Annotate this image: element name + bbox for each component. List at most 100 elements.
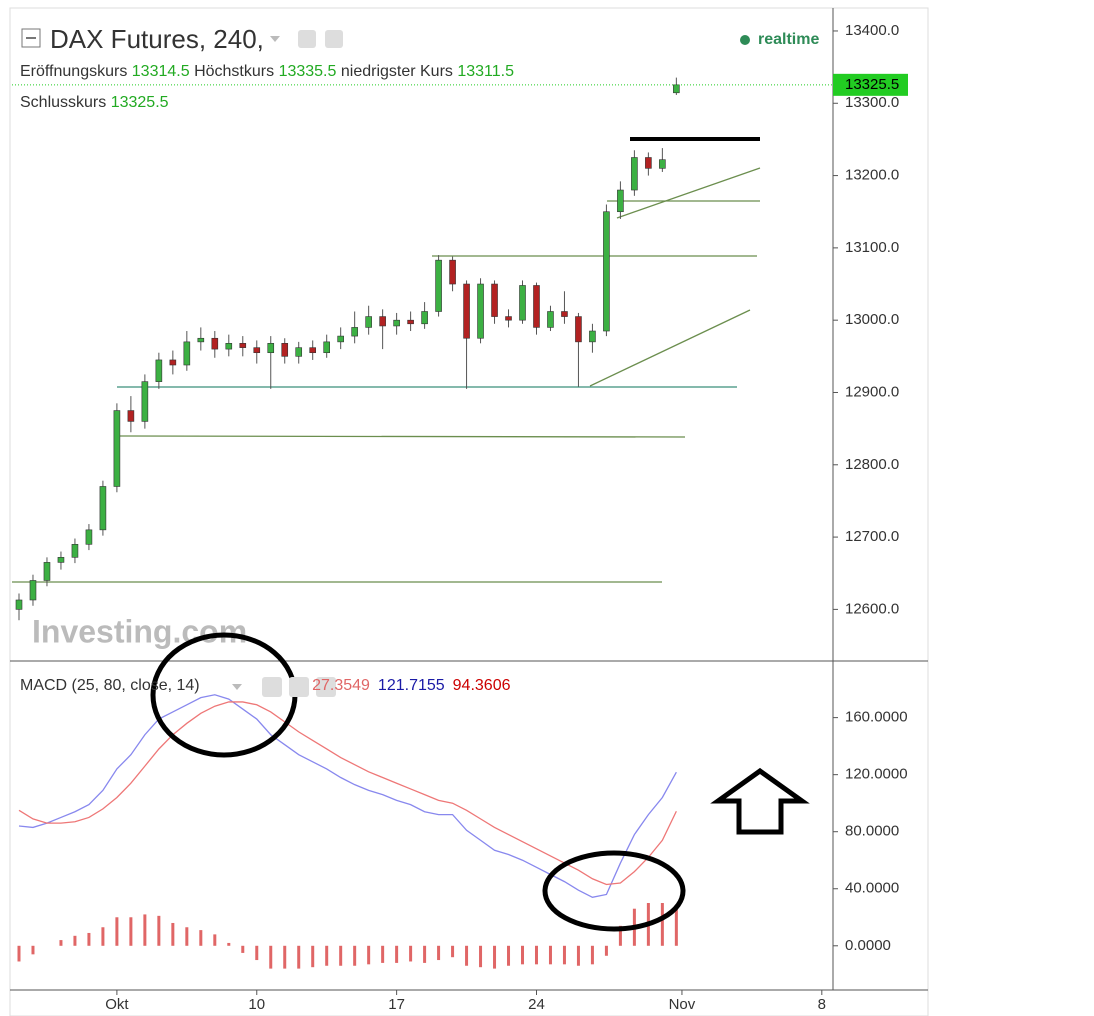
candle-body xyxy=(365,316,372,328)
candle-body xyxy=(519,285,526,321)
candle-body xyxy=(141,381,149,422)
x-tick-label: 17 xyxy=(388,996,405,1013)
candle-body xyxy=(309,347,317,354)
candle-body xyxy=(603,211,610,332)
histogram-bar xyxy=(129,917,133,946)
last-price-label: 13325.5 xyxy=(845,76,899,93)
y-tick-label: 12600.0 xyxy=(845,600,899,617)
histogram-bar xyxy=(87,932,91,946)
histogram-bar xyxy=(437,945,441,961)
drawn-line xyxy=(589,309,751,387)
x-tick-label: 8 xyxy=(818,996,826,1013)
dropdown-icon[interactable] xyxy=(270,36,280,42)
legend-label: Höchstkurs xyxy=(194,63,275,80)
candle-body xyxy=(673,84,680,94)
candle-body xyxy=(477,283,484,339)
watermark: Investing.com xyxy=(32,613,247,649)
x-tick-label: 24 xyxy=(528,996,545,1013)
y-tick-label: 13000.0 xyxy=(845,311,899,328)
histogram-bar xyxy=(59,940,63,946)
candle-body xyxy=(337,335,344,343)
histogram-bar xyxy=(423,945,427,963)
legend-value: 121.7155 xyxy=(377,677,445,694)
candle-body xyxy=(449,259,456,285)
x-tick-label: 10 xyxy=(248,996,265,1013)
close-icon[interactable] xyxy=(316,677,336,697)
histogram-bar xyxy=(381,945,385,963)
frame xyxy=(9,7,929,1016)
legend-label: Eröffnungskurs xyxy=(20,63,128,80)
settings-icon[interactable] xyxy=(325,30,343,48)
histogram-bar xyxy=(171,922,175,946)
legend-value: 13335.5 xyxy=(278,63,337,80)
candle-body xyxy=(197,337,205,343)
histogram-bar xyxy=(562,945,566,965)
legend-value: 13325.5 xyxy=(110,94,169,111)
candle-body xyxy=(225,343,233,350)
candle-body xyxy=(281,343,289,357)
histogram-bar xyxy=(115,917,119,946)
legend-label: Schlusskurs xyxy=(20,94,107,111)
y-tick-label: 80.0000 xyxy=(845,823,899,840)
candle-body xyxy=(85,529,93,545)
histogram-bar xyxy=(507,945,511,966)
histogram-bar xyxy=(213,934,217,946)
candle-body xyxy=(71,544,79,558)
candle-body xyxy=(183,341,191,366)
histogram-bar xyxy=(269,945,273,969)
dropdown-icon[interactable] xyxy=(232,684,242,690)
x-tick-label: Nov xyxy=(669,996,696,1013)
legend-value: 27.3549 xyxy=(312,677,370,694)
y-tick-label: 13300.0 xyxy=(845,94,899,111)
candle-body xyxy=(533,285,540,328)
legend-value: 13314.5 xyxy=(131,63,190,80)
drawings xyxy=(12,137,761,583)
y-tick-label: 12900.0 xyxy=(845,383,899,400)
y-tick-label: 12800.0 xyxy=(845,456,899,473)
candle-body xyxy=(407,319,414,325)
candle-body xyxy=(253,347,261,354)
eye-icon[interactable] xyxy=(262,677,282,697)
candle-body xyxy=(127,410,135,422)
settings-icon[interactable] xyxy=(289,677,309,697)
histogram-bar xyxy=(660,903,664,946)
candle-body xyxy=(379,316,386,327)
y-tick-label: 12700.0 xyxy=(845,528,899,545)
candle-body xyxy=(57,557,65,563)
y-tick-label: 40.0000 xyxy=(845,880,899,897)
candle-body xyxy=(435,259,442,312)
y-tick-label: 13100.0 xyxy=(845,239,899,256)
histogram-bar xyxy=(157,915,161,946)
histogram-bar xyxy=(199,930,203,946)
histogram-bar xyxy=(674,906,678,946)
eye-icon[interactable] xyxy=(298,30,316,48)
histogram-bar xyxy=(297,945,301,969)
candle-body xyxy=(589,330,596,343)
histogram-bar xyxy=(17,945,21,962)
candle-body xyxy=(617,189,624,213)
histogram-bar xyxy=(143,914,147,946)
candle-body xyxy=(155,359,163,382)
histogram-bar xyxy=(101,927,105,946)
candle-body xyxy=(211,337,219,350)
histogram-bar xyxy=(479,945,483,968)
y-tick-label: 0.0000 xyxy=(845,937,891,954)
candle-body xyxy=(351,327,358,337)
y-tick-label: 13200.0 xyxy=(845,167,899,184)
candle-body xyxy=(15,599,23,610)
candle-body xyxy=(29,580,37,601)
histogram-bar xyxy=(353,945,357,966)
histogram-bar xyxy=(339,945,343,966)
histogram-bar xyxy=(73,935,77,946)
candle-body xyxy=(393,319,400,327)
histogram-bar xyxy=(325,945,329,966)
ohlc-legend: Eröffnungskurs 13314.5 Höchstkurs 13335.… xyxy=(20,63,514,81)
y-tick-label: 13400.0 xyxy=(845,22,899,39)
y-tick-label: 160.0000 xyxy=(845,709,908,726)
y-tick-label: 120.0000 xyxy=(845,766,908,783)
candle-body xyxy=(463,283,470,339)
candle-body xyxy=(99,486,107,531)
chart-title: DAX Futures, 240, xyxy=(50,24,264,54)
